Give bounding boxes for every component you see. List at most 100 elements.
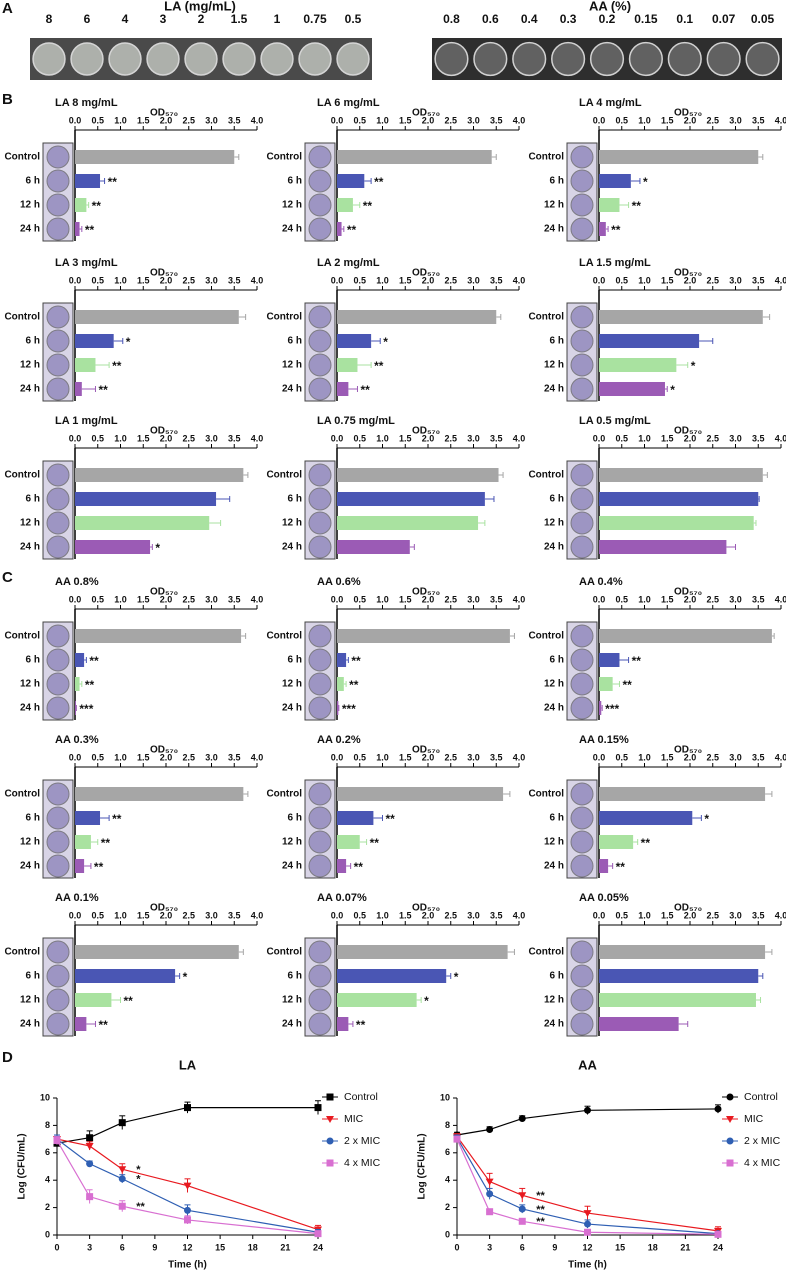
y-tick-label: Control [4,152,40,163]
y-tick-label: 6 h [288,971,302,982]
bar [337,198,353,212]
y-tick-label: 24 h [544,224,564,235]
chart-title: LA 8 mg/mL [55,97,118,109]
x-tick-label: 1.0 [114,115,127,125]
well-label: 0.15 [634,12,658,26]
panel-label: D [2,1049,13,1066]
bar [599,310,763,324]
marker [518,1192,527,1200]
x-tick-label: 0.0 [331,910,344,920]
y-tick-label: 2 [45,1202,50,1212]
x-tick-label: 2.5 [182,594,195,604]
bar [599,945,766,959]
significance: * [670,383,675,397]
y-tick-label: 10 [40,1092,50,1102]
x-tick-label: 2.0 [422,594,435,604]
y-tick-label: 6 h [26,813,40,824]
x-tick-label: 2.0 [684,752,697,762]
bar [337,468,499,482]
legend-label: 2 x MIC [344,1135,381,1147]
bar [75,811,101,825]
well [308,145,332,169]
y-tick-label: 24 h [282,703,302,714]
significance: *** [79,702,93,716]
y-tick-label: 12 h [20,837,40,848]
y-tick-label: Control [4,470,40,481]
bar [75,222,80,236]
axis-label: OD₅₇₀ [674,426,702,437]
significance: * [643,175,648,189]
axis-label: OD₅₇₀ [674,903,702,914]
x-tick-label: 2.5 [444,115,457,125]
x-tick-label: 2.0 [160,115,173,125]
well [46,854,70,878]
x-tick-label: 4.0 [775,275,786,285]
x-tick-label: 1.0 [376,115,389,125]
well [46,169,70,193]
bar [337,677,344,691]
y-tick-label: Control [266,631,302,642]
bar [75,969,176,983]
x-tick-label: 0.5 [615,433,628,443]
significance: ** [386,812,396,826]
chart-title: LA 1 mg/mL [55,415,118,427]
x-tick-label: 2.0 [160,433,173,443]
bar [337,492,485,506]
x-tick-label: 1.5 [137,433,150,443]
y-tick-label: Control [4,631,40,642]
marker [85,1142,94,1150]
y-axis-label: Log (CFU/mL) [417,1133,428,1199]
x-tick-label: 0.5 [353,752,366,762]
x-tick-label: 3.0 [467,275,480,285]
chart-title: AA 0.15% [579,734,629,746]
y-tick-label: 24 h [282,224,302,235]
well-label: 6 [84,12,91,26]
bar [75,945,239,959]
x-tick-label: 0.0 [593,275,606,285]
bar [599,358,677,372]
well [308,624,332,648]
well [308,806,332,830]
well [46,535,70,559]
chart-title: AA 0.2% [317,734,361,746]
x-tick-label: 0.5 [353,275,366,285]
well-label: 3 [160,12,167,26]
axis-label: OD₅₇₀ [412,745,440,756]
axis-label: OD₅₇₀ [412,268,440,279]
well [570,305,594,329]
legend-marker [726,1093,734,1101]
x-tick-label: 3.5 [752,433,765,443]
bar [599,198,620,212]
legend-label: MIC [344,1113,364,1125]
x-tick-label: 1.0 [638,594,651,604]
bar [599,993,756,1007]
x-tick-label: 4.0 [775,752,786,762]
x-tick-label: 0.5 [615,752,628,762]
well-label: 0.6 [482,12,499,26]
significance: ** [108,175,118,189]
marker [714,1230,722,1238]
well [628,41,663,77]
y-tick-label: 6 h [26,655,40,666]
significance: * [424,994,429,1008]
x-tick-label: 2.5 [182,433,195,443]
significance: ** [536,1190,545,1202]
x-tick-label: 15 [215,1242,225,1252]
x-tick-label: 3.0 [729,752,742,762]
y-tick-label: 6 h [26,971,40,982]
well [570,463,594,487]
x-tick-label: 1.5 [661,910,674,920]
bar [599,835,634,849]
well [570,1012,594,1036]
x-tick-label: 1.0 [114,275,127,285]
well [46,624,70,648]
bar [599,629,772,643]
x-tick-label: 2.5 [182,115,195,125]
legend-label: MIC [744,1113,764,1125]
y-tick-label: 6 h [26,176,40,187]
bar [75,701,76,715]
well [473,41,508,77]
well [551,41,586,77]
legend-marker [326,1116,334,1123]
